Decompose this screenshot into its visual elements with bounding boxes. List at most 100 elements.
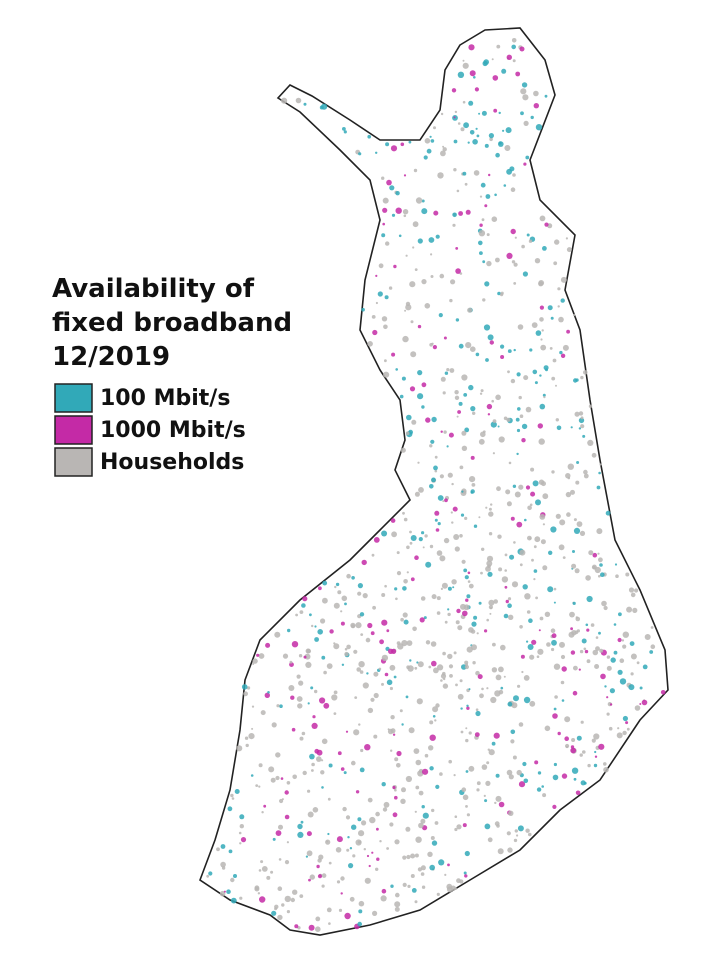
coverage-dot xyxy=(404,309,407,312)
coverage-dot xyxy=(561,666,567,672)
coverage-dot xyxy=(333,690,338,695)
coverage-dot xyxy=(617,669,623,675)
coverage-dot xyxy=(579,753,583,757)
coverage-dot xyxy=(561,773,568,779)
coverage-dot xyxy=(525,406,532,413)
coverage-dot xyxy=(461,559,466,564)
coverage-dot xyxy=(625,572,630,577)
coverage-dot xyxy=(622,644,627,649)
coverage-dot xyxy=(390,145,398,152)
coverage-dot xyxy=(384,584,387,588)
coverage-dot xyxy=(405,431,410,436)
coverage-dot xyxy=(567,463,574,470)
coverage-dot xyxy=(306,648,312,654)
coverage-dot xyxy=(316,756,322,762)
coverage-dot xyxy=(542,393,546,397)
coverage-dot xyxy=(484,143,489,148)
coverage-dot xyxy=(498,141,502,145)
coverage-dot xyxy=(340,621,345,626)
coverage-dot xyxy=(511,38,517,43)
coverage-dot xyxy=(284,860,290,865)
coverage-dot xyxy=(536,787,542,792)
coverage-dot xyxy=(513,838,518,843)
coverage-dot xyxy=(491,667,498,673)
coverage-dot xyxy=(405,304,412,311)
coverage-dot xyxy=(639,703,642,705)
coverage-dot xyxy=(302,596,308,602)
coverage-dot xyxy=(434,518,438,522)
coverage-dot xyxy=(429,444,433,448)
coverage-dot xyxy=(282,653,289,659)
coverage-dot xyxy=(560,298,565,303)
coverage-dot xyxy=(295,613,298,617)
coverage-dot xyxy=(580,720,584,724)
coverage-dot xyxy=(429,720,434,725)
coverage-dot xyxy=(508,774,514,780)
coverage-dot xyxy=(486,403,493,410)
coverage-dot xyxy=(487,564,491,568)
coverage-dot xyxy=(414,491,420,497)
coverage-dot xyxy=(556,425,562,431)
coverage-dot xyxy=(489,340,494,345)
coverage-dot xyxy=(448,759,453,764)
coverage-dot xyxy=(518,484,524,490)
coverage-dot xyxy=(418,487,424,493)
coverage-dot xyxy=(437,495,444,501)
coverage-dot xyxy=(346,573,351,579)
coverage-dot xyxy=(294,924,299,929)
coverage-dot xyxy=(468,100,474,106)
coverage-dot xyxy=(552,774,559,781)
coverage-dot xyxy=(296,674,301,679)
coverage-dot xyxy=(435,784,440,790)
coverage-dot xyxy=(263,804,267,808)
coverage-dot xyxy=(435,234,440,239)
coverage-dot xyxy=(570,426,573,429)
coverage-dot xyxy=(422,546,425,549)
coverage-dot xyxy=(480,571,483,575)
coverage-dot xyxy=(239,814,245,820)
coverage-dot xyxy=(488,605,493,610)
coverage-dot xyxy=(375,301,378,305)
coverage-dot xyxy=(615,574,619,578)
coverage-dot xyxy=(306,850,313,857)
coverage-dot xyxy=(475,127,478,130)
coverage-dot xyxy=(504,569,508,572)
coverage-dot xyxy=(309,613,312,617)
coverage-dot xyxy=(507,603,512,608)
coverage-dot xyxy=(275,775,280,781)
coverage-dot xyxy=(286,781,291,785)
coverage-dot xyxy=(405,826,411,832)
coverage-dot xyxy=(571,767,579,774)
coverage-dot xyxy=(382,207,388,213)
coverage-dot xyxy=(539,317,544,322)
coverage-dot xyxy=(341,595,348,602)
coverage-dot xyxy=(408,727,415,734)
coverage-dot xyxy=(390,518,396,523)
coverage-dot xyxy=(491,399,495,403)
coverage-dot xyxy=(592,649,599,656)
coverage-dot xyxy=(340,892,343,895)
coverage-dot xyxy=(495,152,500,158)
coverage-dot xyxy=(618,612,622,617)
coverage-dot xyxy=(533,569,538,573)
coverage-dot xyxy=(453,651,457,655)
coverage-dot xyxy=(460,730,464,734)
coverage-dot xyxy=(453,534,460,540)
coverage-dot xyxy=(322,580,328,586)
coverage-dot xyxy=(402,855,407,860)
coverage-dot xyxy=(543,365,549,371)
coverage-dot xyxy=(586,595,593,603)
coverage-dot xyxy=(442,683,449,689)
coverage-dot xyxy=(468,583,474,589)
coverage-dot xyxy=(436,611,441,615)
coverage-dot xyxy=(382,807,388,812)
coverage-dot xyxy=(238,831,242,835)
coverage-dot xyxy=(361,820,367,826)
coverage-dot xyxy=(431,808,435,813)
coverage-dot xyxy=(468,765,475,772)
coverage-dot xyxy=(365,637,371,643)
coverage-dot xyxy=(251,727,254,730)
coverage-dot xyxy=(462,171,467,176)
coverage-dot xyxy=(415,197,423,204)
coverage-dot xyxy=(432,706,439,713)
